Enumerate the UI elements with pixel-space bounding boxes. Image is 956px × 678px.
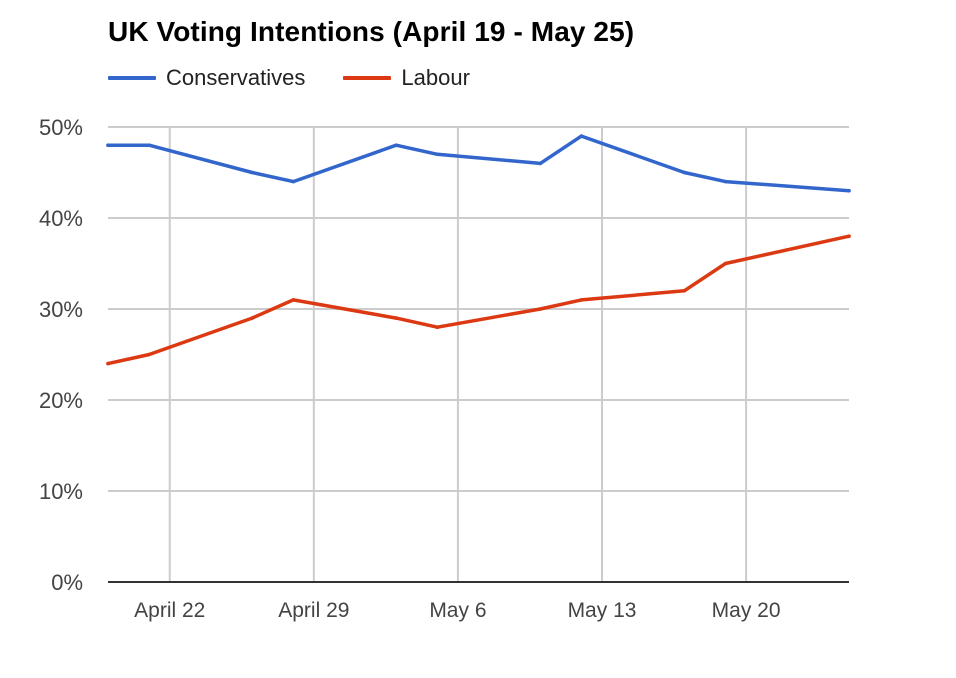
- series-line-conservatives: [106, 134, 851, 193]
- legend-label-labour: Labour: [401, 65, 470, 90]
- data-point-conservatives: [682, 170, 687, 175]
- y-tick-label: 10%: [39, 479, 83, 504]
- y-tick-label: 0%: [51, 570, 83, 595]
- x-tick-label: May 6: [429, 599, 486, 622]
- series: [106, 134, 851, 366]
- x-tick-label: April 29: [278, 599, 349, 622]
- data-point-labour: [579, 298, 584, 302]
- legend-swatch-labour: [343, 76, 392, 80]
- data-point-labour: [291, 298, 296, 302]
- data-point-labour: [106, 361, 110, 366]
- data-point-conservatives: [723, 179, 728, 184]
- data-point-labour: [682, 289, 687, 293]
- data-point-conservatives: [147, 143, 151, 147]
- y-tick-label: 30%: [39, 297, 83, 322]
- x-tick-label: April 22: [134, 599, 205, 622]
- y-tick-label: 50%: [39, 115, 83, 140]
- data-point-labour: [847, 234, 851, 238]
- data-point-conservatives: [847, 188, 851, 193]
- legend-item-labour[interactable]: Labour: [343, 65, 470, 91]
- legend: Conservatives Labour: [108, 64, 470, 92]
- data-point-labour: [147, 352, 151, 357]
- data-point-conservatives: [435, 152, 440, 157]
- y-tick-label: 20%: [39, 388, 83, 413]
- series-line-labour: [106, 234, 851, 366]
- data-point-labour: [538, 307, 543, 311]
- data-point-labour: [394, 316, 398, 320]
- y-tick-label: 40%: [39, 206, 83, 231]
- data-point-conservatives: [394, 143, 398, 147]
- legend-swatch-conservatives: [108, 76, 156, 80]
- data-point-conservatives: [291, 179, 296, 184]
- axes: 0% 10% 20% 30% 40% 50% April 22 April 29 May 6 Ma…: [39, 115, 849, 622]
- legend-label-conservatives: Conservatives: [166, 65, 306, 90]
- data-point-conservatives: [538, 161, 543, 166]
- chart-title: UK Voting Intentions (April 19 - May 25): [108, 16, 635, 47]
- data-point-labour: [435, 325, 440, 330]
- data-point-conservatives: [250, 170, 254, 175]
- grid: [108, 126, 849, 582]
- data-point-conservatives: [579, 134, 584, 138]
- data-point-conservatives: [106, 143, 110, 147]
- data-point-labour: [723, 261, 728, 266]
- x-tick-label: May 20: [712, 599, 781, 622]
- legend-item-conservatives[interactable]: Conservatives: [108, 65, 305, 91]
- x-tick-label: May 13: [568, 599, 637, 622]
- data-point-labour: [250, 316, 254, 320]
